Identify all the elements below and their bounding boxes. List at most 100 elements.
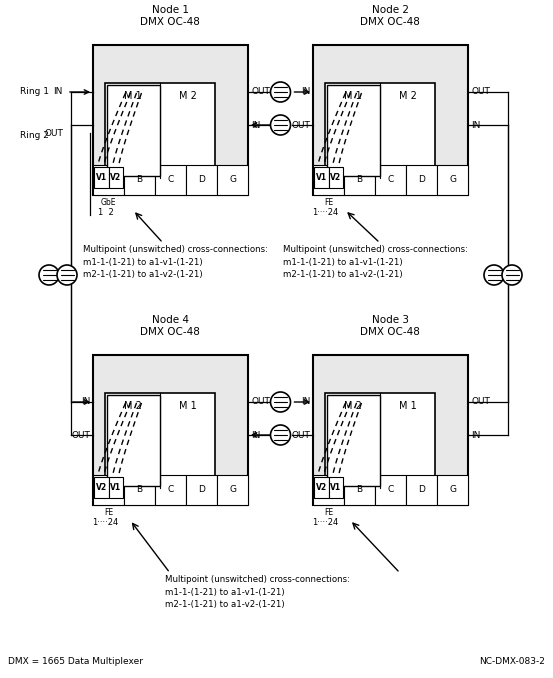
Text: D: D xyxy=(198,485,205,494)
Bar xyxy=(327,85,380,176)
Bar xyxy=(375,475,406,505)
Text: IN: IN xyxy=(251,121,260,129)
Text: Node 2
DMX OC-48: Node 2 DMX OC-48 xyxy=(360,5,420,27)
Bar xyxy=(327,395,380,486)
Bar xyxy=(93,477,108,498)
Text: A: A xyxy=(325,485,332,494)
Text: DMX = 1665 Data Multiplexer: DMX = 1665 Data Multiplexer xyxy=(8,657,143,666)
Bar xyxy=(93,475,124,505)
Circle shape xyxy=(502,265,522,285)
Text: D: D xyxy=(418,485,425,494)
Text: OUT: OUT xyxy=(471,87,490,96)
Bar xyxy=(217,165,248,195)
Text: FE: FE xyxy=(324,198,333,207)
Circle shape xyxy=(270,425,290,445)
Bar xyxy=(313,45,468,195)
Bar xyxy=(108,167,123,188)
Text: G: G xyxy=(229,485,236,494)
Text: M 1: M 1 xyxy=(399,401,416,411)
Text: Ring 1: Ring 1 xyxy=(20,87,49,96)
Circle shape xyxy=(57,265,77,285)
Text: 1  2: 1 2 xyxy=(97,208,113,217)
Text: 1····24: 1····24 xyxy=(92,518,118,527)
Bar xyxy=(155,475,186,505)
Bar xyxy=(406,165,437,195)
Text: GbE: GbE xyxy=(101,198,116,207)
Text: A: A xyxy=(95,478,100,484)
Text: G: G xyxy=(449,176,456,184)
Text: OUT: OUT xyxy=(71,431,90,439)
Bar xyxy=(105,393,215,488)
Bar xyxy=(325,393,435,488)
Text: IN: IN xyxy=(301,397,310,407)
Text: A: A xyxy=(325,176,332,184)
Text: D: D xyxy=(418,176,425,184)
Text: V1: V1 xyxy=(111,483,122,492)
Text: IN: IN xyxy=(81,397,90,407)
Text: OUT: OUT xyxy=(44,129,63,138)
Bar xyxy=(313,165,344,195)
Circle shape xyxy=(484,265,504,285)
Text: IN: IN xyxy=(301,87,310,96)
Text: C: C xyxy=(168,176,174,184)
Text: B: B xyxy=(137,485,143,494)
Bar xyxy=(124,475,155,505)
Bar xyxy=(313,475,344,505)
Text: A: A xyxy=(106,176,112,184)
Text: OUT: OUT xyxy=(291,121,310,129)
Text: Node 1
DMX OC-48: Node 1 DMX OC-48 xyxy=(140,5,200,27)
Bar xyxy=(217,475,248,505)
Bar xyxy=(107,395,160,486)
Text: V2: V2 xyxy=(330,173,342,182)
Text: V1: V1 xyxy=(330,483,342,492)
Bar xyxy=(375,165,406,195)
Text: A: A xyxy=(106,485,112,494)
Text: M 1: M 1 xyxy=(343,91,361,101)
Text: IN: IN xyxy=(251,431,260,439)
Text: V2: V2 xyxy=(316,483,327,492)
Text: C: C xyxy=(168,485,174,494)
Bar xyxy=(328,477,343,498)
Bar xyxy=(314,477,328,498)
Text: V1: V1 xyxy=(316,173,327,182)
Text: V2: V2 xyxy=(96,483,107,492)
Text: B: B xyxy=(137,176,143,184)
Text: OUT: OUT xyxy=(251,397,270,407)
Bar xyxy=(93,165,124,195)
Text: G: G xyxy=(449,485,456,494)
Circle shape xyxy=(270,82,290,102)
Text: FE: FE xyxy=(324,508,333,517)
Text: IN: IN xyxy=(471,431,481,439)
Text: M 1: M 1 xyxy=(179,401,196,411)
Text: C: C xyxy=(387,176,394,184)
Text: 1····24: 1····24 xyxy=(312,518,338,527)
Text: IN: IN xyxy=(54,87,63,96)
Text: M 2: M 2 xyxy=(343,401,362,411)
Text: Node 4
DMX OC-48: Node 4 DMX OC-48 xyxy=(140,315,200,337)
Bar xyxy=(155,165,186,195)
Text: V1: V1 xyxy=(96,173,107,182)
Text: Ring 2: Ring 2 xyxy=(20,130,49,140)
Bar xyxy=(437,165,468,195)
Bar xyxy=(124,165,155,195)
Text: B: B xyxy=(357,485,363,494)
Bar xyxy=(108,477,123,498)
Bar xyxy=(313,355,468,505)
Circle shape xyxy=(270,392,290,412)
Text: C: C xyxy=(387,485,394,494)
Text: NC-DMX-083-2: NC-DMX-083-2 xyxy=(479,657,545,666)
Text: M 2: M 2 xyxy=(179,91,196,101)
Text: Node 3
DMX OC-48: Node 3 DMX OC-48 xyxy=(360,315,420,337)
Text: D: D xyxy=(198,176,205,184)
Text: G: G xyxy=(229,176,236,184)
Circle shape xyxy=(39,265,59,285)
Text: M 2: M 2 xyxy=(399,91,416,101)
Bar xyxy=(344,165,375,195)
Text: OUT: OUT xyxy=(471,397,490,407)
Bar xyxy=(325,83,435,178)
Bar xyxy=(314,167,328,188)
Bar xyxy=(107,85,160,176)
Bar xyxy=(93,355,248,505)
Bar xyxy=(406,475,437,505)
Text: IN: IN xyxy=(471,121,481,129)
